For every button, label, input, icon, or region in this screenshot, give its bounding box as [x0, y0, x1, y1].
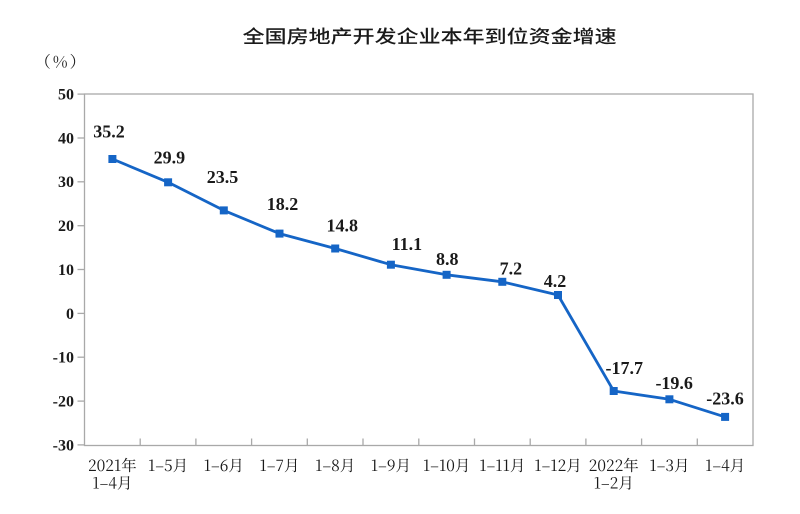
svg-text:0: 0: [66, 306, 74, 323]
svg-text:50: 50: [58, 87, 74, 104]
svg-text:10: 10: [58, 262, 74, 279]
svg-text:40: 40: [58, 130, 74, 147]
svg-text:30: 30: [58, 174, 74, 191]
svg-text:35.2: 35.2: [93, 122, 125, 142]
svg-text:-10: -10: [53, 350, 74, 367]
svg-text:7.2: 7.2: [500, 258, 523, 278]
svg-text:11.1: 11.1: [392, 234, 423, 254]
svg-text:-19.6: -19.6: [655, 373, 693, 393]
svg-text:8.8: 8.8: [436, 249, 459, 269]
svg-text:20: 20: [58, 218, 74, 235]
svg-text:4.2: 4.2: [544, 271, 567, 291]
svg-text:-30: -30: [53, 437, 74, 454]
svg-text:-23.6: -23.6: [706, 388, 744, 408]
svg-text:-17.7: -17.7: [606, 358, 644, 378]
svg-text:23.5: 23.5: [207, 167, 239, 187]
svg-text:18.2: 18.2: [267, 194, 299, 214]
svg-text:29.9: 29.9: [154, 148, 186, 168]
svg-text:-20: -20: [53, 394, 74, 411]
svg-text:14.8: 14.8: [326, 215, 358, 235]
